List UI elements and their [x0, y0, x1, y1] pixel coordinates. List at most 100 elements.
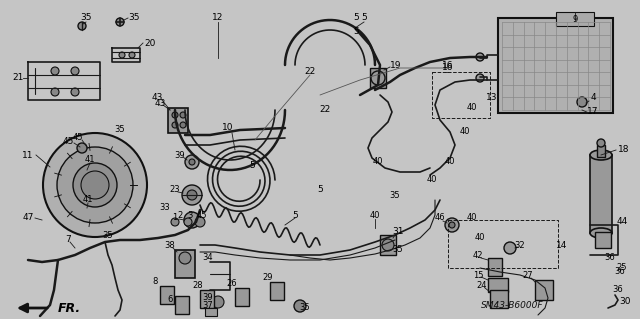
Text: 17: 17	[588, 108, 599, 116]
Bar	[535, 280, 553, 300]
Text: 21: 21	[12, 73, 24, 83]
Text: 35: 35	[115, 125, 125, 135]
Circle shape	[116, 18, 124, 26]
Text: 9: 9	[572, 14, 578, 24]
Text: 11: 11	[22, 151, 34, 160]
Text: 40: 40	[467, 213, 477, 222]
Text: 5: 5	[317, 186, 323, 195]
Text: 35: 35	[300, 303, 310, 313]
Circle shape	[129, 52, 135, 58]
Text: 45: 45	[73, 133, 83, 143]
Text: 25: 25	[617, 263, 627, 272]
Text: 43: 43	[151, 93, 163, 101]
Text: 40: 40	[475, 234, 485, 242]
Bar	[168, 108, 188, 133]
Circle shape	[184, 218, 192, 226]
Text: 24: 24	[477, 281, 487, 291]
Text: 1: 1	[172, 213, 178, 222]
Text: 36: 36	[614, 268, 625, 277]
Circle shape	[185, 155, 199, 169]
Text: 23: 23	[170, 186, 180, 195]
Circle shape	[180, 112, 186, 118]
Text: 8: 8	[152, 278, 157, 286]
Bar	[488, 278, 508, 292]
Circle shape	[172, 122, 178, 128]
Circle shape	[182, 185, 202, 205]
Bar	[488, 258, 502, 276]
Circle shape	[77, 143, 87, 153]
Text: 41: 41	[83, 196, 93, 204]
Text: 15: 15	[473, 271, 483, 279]
Bar	[160, 286, 174, 304]
Text: 18: 18	[618, 145, 630, 154]
Circle shape	[212, 296, 224, 308]
Text: 2: 2	[177, 211, 182, 219]
Circle shape	[57, 147, 133, 223]
Text: 40: 40	[427, 175, 437, 184]
Circle shape	[51, 67, 59, 75]
Text: 12: 12	[212, 13, 224, 23]
Circle shape	[71, 88, 79, 96]
Text: 4: 4	[590, 93, 596, 102]
Circle shape	[294, 300, 306, 312]
Text: 5: 5	[361, 13, 367, 23]
Text: 29: 29	[263, 273, 273, 283]
Circle shape	[187, 190, 197, 200]
Circle shape	[476, 74, 484, 82]
Bar	[235, 288, 249, 306]
Text: 40: 40	[460, 128, 470, 137]
Text: 5: 5	[249, 160, 255, 169]
Text: 7: 7	[65, 235, 71, 244]
Text: 39: 39	[203, 293, 213, 301]
Text: 20: 20	[144, 39, 156, 48]
Text: 45: 45	[62, 137, 74, 146]
Circle shape	[81, 171, 109, 199]
Bar	[597, 233, 605, 245]
Text: 40: 40	[370, 211, 380, 219]
Circle shape	[195, 217, 205, 227]
Ellipse shape	[590, 150, 612, 160]
Circle shape	[449, 222, 455, 228]
Text: 43: 43	[154, 99, 166, 108]
Circle shape	[577, 97, 587, 107]
Text: 5: 5	[292, 211, 298, 219]
Text: 38: 38	[164, 241, 175, 249]
Text: 30: 30	[620, 298, 631, 307]
Text: 35: 35	[80, 13, 92, 23]
Text: 47: 47	[22, 213, 34, 222]
Text: 40: 40	[467, 103, 477, 113]
Bar	[175, 296, 189, 314]
Bar	[597, 145, 605, 157]
Text: 31: 31	[392, 227, 404, 236]
Text: 44: 44	[616, 218, 628, 226]
Bar	[380, 235, 396, 255]
Text: 35: 35	[393, 246, 403, 255]
Bar	[205, 308, 217, 316]
Text: 36: 36	[605, 254, 616, 263]
Circle shape	[172, 112, 178, 118]
Text: 34: 34	[203, 253, 213, 262]
Circle shape	[184, 212, 200, 228]
Text: 14: 14	[556, 241, 568, 249]
Text: 13: 13	[486, 93, 498, 102]
Circle shape	[445, 218, 459, 232]
Bar	[490, 290, 508, 308]
Circle shape	[78, 22, 86, 30]
Circle shape	[597, 139, 605, 147]
Text: 19: 19	[390, 61, 402, 70]
Bar	[370, 68, 386, 88]
Bar	[498, 18, 613, 113]
Text: 45: 45	[196, 211, 207, 219]
Bar	[556, 12, 594, 26]
Text: 35: 35	[102, 231, 113, 240]
Bar	[595, 232, 611, 248]
Text: 10: 10	[222, 123, 234, 132]
Text: 3: 3	[188, 211, 193, 219]
Circle shape	[51, 88, 59, 96]
Text: 35: 35	[390, 190, 400, 199]
Circle shape	[73, 163, 117, 207]
Text: 40: 40	[445, 158, 455, 167]
Text: 28: 28	[193, 280, 204, 290]
Text: 40: 40	[372, 158, 383, 167]
Text: 33: 33	[159, 204, 170, 212]
